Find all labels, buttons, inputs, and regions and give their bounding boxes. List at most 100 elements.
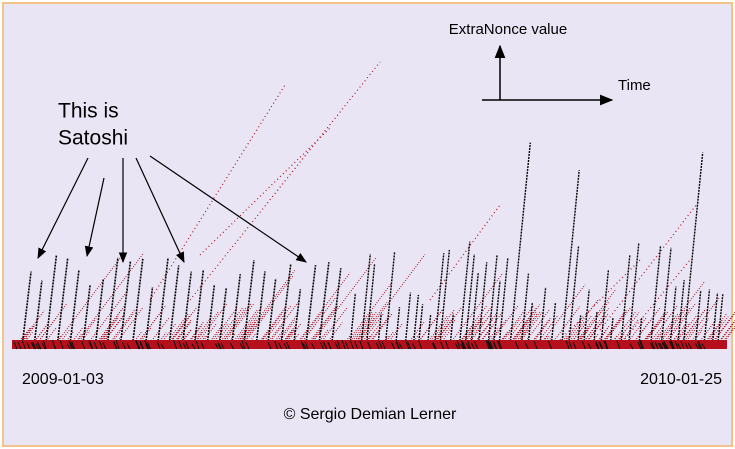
streak: [487, 254, 498, 348]
start-date: 2009-01-03: [22, 371, 104, 388]
annotation-line: Satoshi: [58, 127, 128, 150]
streak: [239, 343, 244, 350]
streak: [99, 313, 125, 348]
streak: [493, 341, 498, 350]
end-date: 2010-01-25: [640, 371, 722, 388]
axis-indicator: ExtraNonce value Time: [449, 21, 651, 106]
streak: [68, 340, 73, 350]
streak: [185, 324, 203, 348]
streak: [311, 342, 316, 350]
streak: [191, 343, 196, 350]
streak: [18, 325, 35, 348]
streak: [72, 252, 145, 348]
streak: [418, 340, 423, 350]
streak: [548, 340, 553, 350]
streak: [581, 341, 586, 350]
streak: [514, 341, 519, 350]
streak: [272, 313, 299, 348]
streak: [298, 296, 337, 348]
streak: [195, 340, 200, 350]
streak: [293, 272, 351, 348]
streak: [456, 339, 461, 350]
streak: [663, 340, 668, 350]
streak: [676, 280, 685, 348]
streak: [270, 329, 285, 348]
streak: [714, 319, 735, 348]
streak: [559, 317, 583, 348]
streak: [533, 340, 538, 350]
streak: [466, 339, 471, 350]
streak: [52, 343, 57, 350]
streak: [598, 341, 603, 350]
streak: [59, 340, 64, 350]
streak: [572, 341, 577, 350]
streak: [89, 341, 94, 350]
streak: [595, 343, 600, 350]
streak: [145, 342, 150, 350]
streak: [640, 312, 667, 348]
streak: [308, 257, 377, 348]
streak: [274, 341, 279, 350]
streak: [69, 341, 74, 350]
streak: [165, 314, 191, 348]
streak: [44, 255, 58, 348]
streak: [255, 271, 266, 348]
streak: [698, 340, 703, 350]
streak: [218, 302, 252, 348]
streak: [206, 284, 216, 348]
streak: [638, 340, 643, 350]
streak: [649, 329, 664, 348]
streak: [144, 339, 149, 350]
streak: [229, 342, 234, 350]
streak: [701, 313, 728, 348]
streak: [162, 313, 189, 348]
streak: [360, 253, 371, 348]
streak: [367, 341, 372, 350]
streak: [674, 341, 679, 350]
streak: [36, 341, 41, 350]
streak: [278, 342, 283, 350]
streak: [498, 340, 503, 350]
streak: [21, 271, 32, 348]
streak: [391, 342, 396, 350]
streak: [378, 340, 383, 350]
streak: [655, 281, 705, 348]
streak: [511, 312, 539, 348]
streak: [687, 342, 692, 350]
streak: [17, 342, 22, 350]
streak: [108, 313, 135, 348]
streak: [672, 315, 698, 348]
streak: [181, 271, 193, 348]
streak: [465, 314, 491, 348]
streak: [537, 284, 586, 348]
streak: [689, 329, 703, 348]
streak: [603, 340, 608, 350]
streak: [139, 341, 144, 350]
streak: [286, 341, 291, 350]
streak: [381, 341, 386, 350]
streak: [330, 268, 342, 348]
streak: [160, 343, 165, 350]
streak: [300, 341, 305, 350]
streak: [582, 312, 610, 348]
streak: [599, 199, 701, 331]
streak: [470, 342, 475, 350]
streak: [178, 329, 192, 348]
streak: [509, 142, 532, 348]
streak: [449, 313, 455, 348]
streak: [454, 342, 459, 350]
streak: [474, 341, 479, 350]
streak: [670, 340, 675, 350]
streak: [701, 343, 706, 350]
streak: [660, 247, 672, 348]
streak: [334, 342, 339, 350]
streak: [462, 341, 467, 350]
streak: [314, 329, 329, 348]
streak: [230, 274, 242, 348]
streak: [21, 340, 26, 350]
streak: [616, 340, 621, 350]
streak: [193, 269, 205, 348]
streak: [336, 339, 341, 350]
streak: [19, 336, 28, 348]
